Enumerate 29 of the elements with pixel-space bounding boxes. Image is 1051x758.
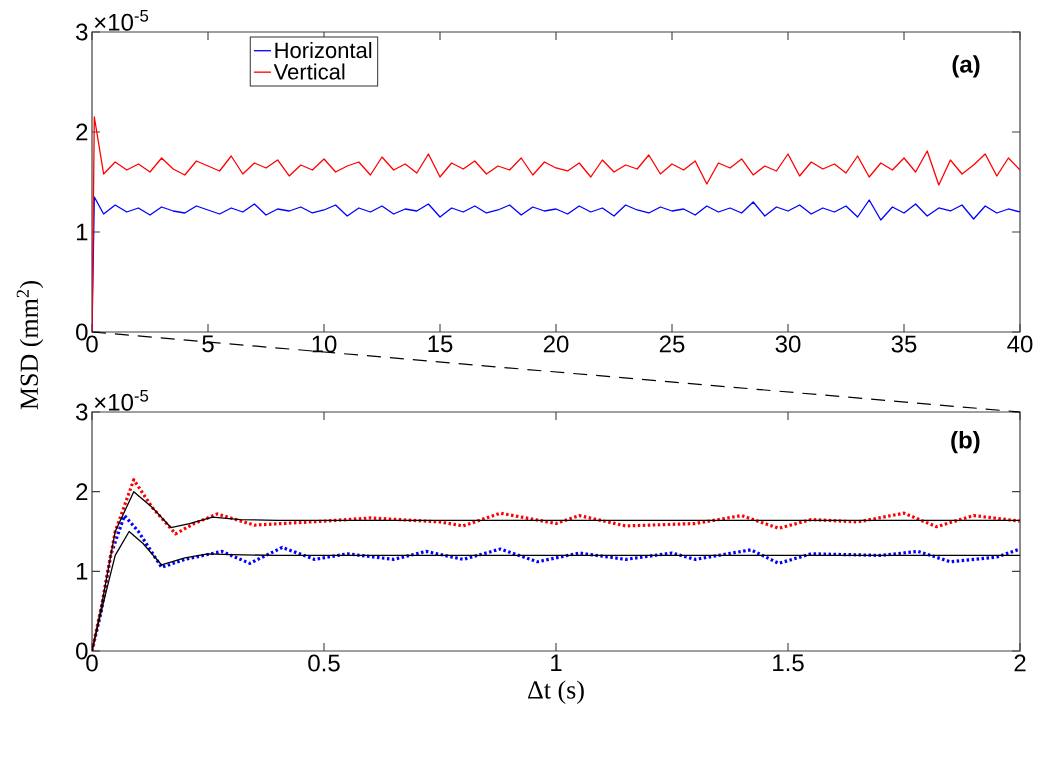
x-tick-label: 35 <box>891 335 917 353</box>
x-tick-label: 40 <box>1007 335 1033 353</box>
legend-label: Vertical <box>273 63 345 80</box>
x-tick-label: 15 <box>428 335 453 353</box>
y-tick-label: 2 <box>76 483 88 501</box>
line-series <box>92 116 1021 332</box>
y-tick-label: 1 <box>76 223 88 241</box>
x-tick-label: 10 <box>312 335 337 353</box>
y-tick-label: 0 <box>76 323 88 341</box>
y-tick-label: 3 <box>76 403 88 421</box>
y-tick-label: 2 <box>76 123 88 141</box>
y-tick-label: 0 <box>76 642 88 660</box>
x-tick-label: 0.5 <box>308 654 340 672</box>
annotation: (b) <box>951 430 980 454</box>
x-tick-label: 25 <box>659 335 685 353</box>
y-tick-label: 1 <box>76 563 88 580</box>
annotation: (a) <box>952 55 980 78</box>
x-tick-label: 1 <box>551 654 562 672</box>
x-tick-label: 1.5 <box>773 654 804 672</box>
x-axis-title: Δt (s) <box>528 680 584 704</box>
x-tick-label: 5 <box>202 335 214 353</box>
text: ×10$^{-5}$ <box>94 9 149 31</box>
y-tick-label: 3 <box>76 23 88 41</box>
legend-label: Horizontal <box>275 41 372 59</box>
x-tick-label: 20 <box>543 335 569 353</box>
x-tick-label: 2 <box>1014 654 1026 672</box>
x-tick-label: 30 <box>775 335 801 353</box>
y-axis-title: MSD (mm$^{2}$) <box>16 281 44 410</box>
text: ×10$^{-5}$ <box>94 389 149 411</box>
